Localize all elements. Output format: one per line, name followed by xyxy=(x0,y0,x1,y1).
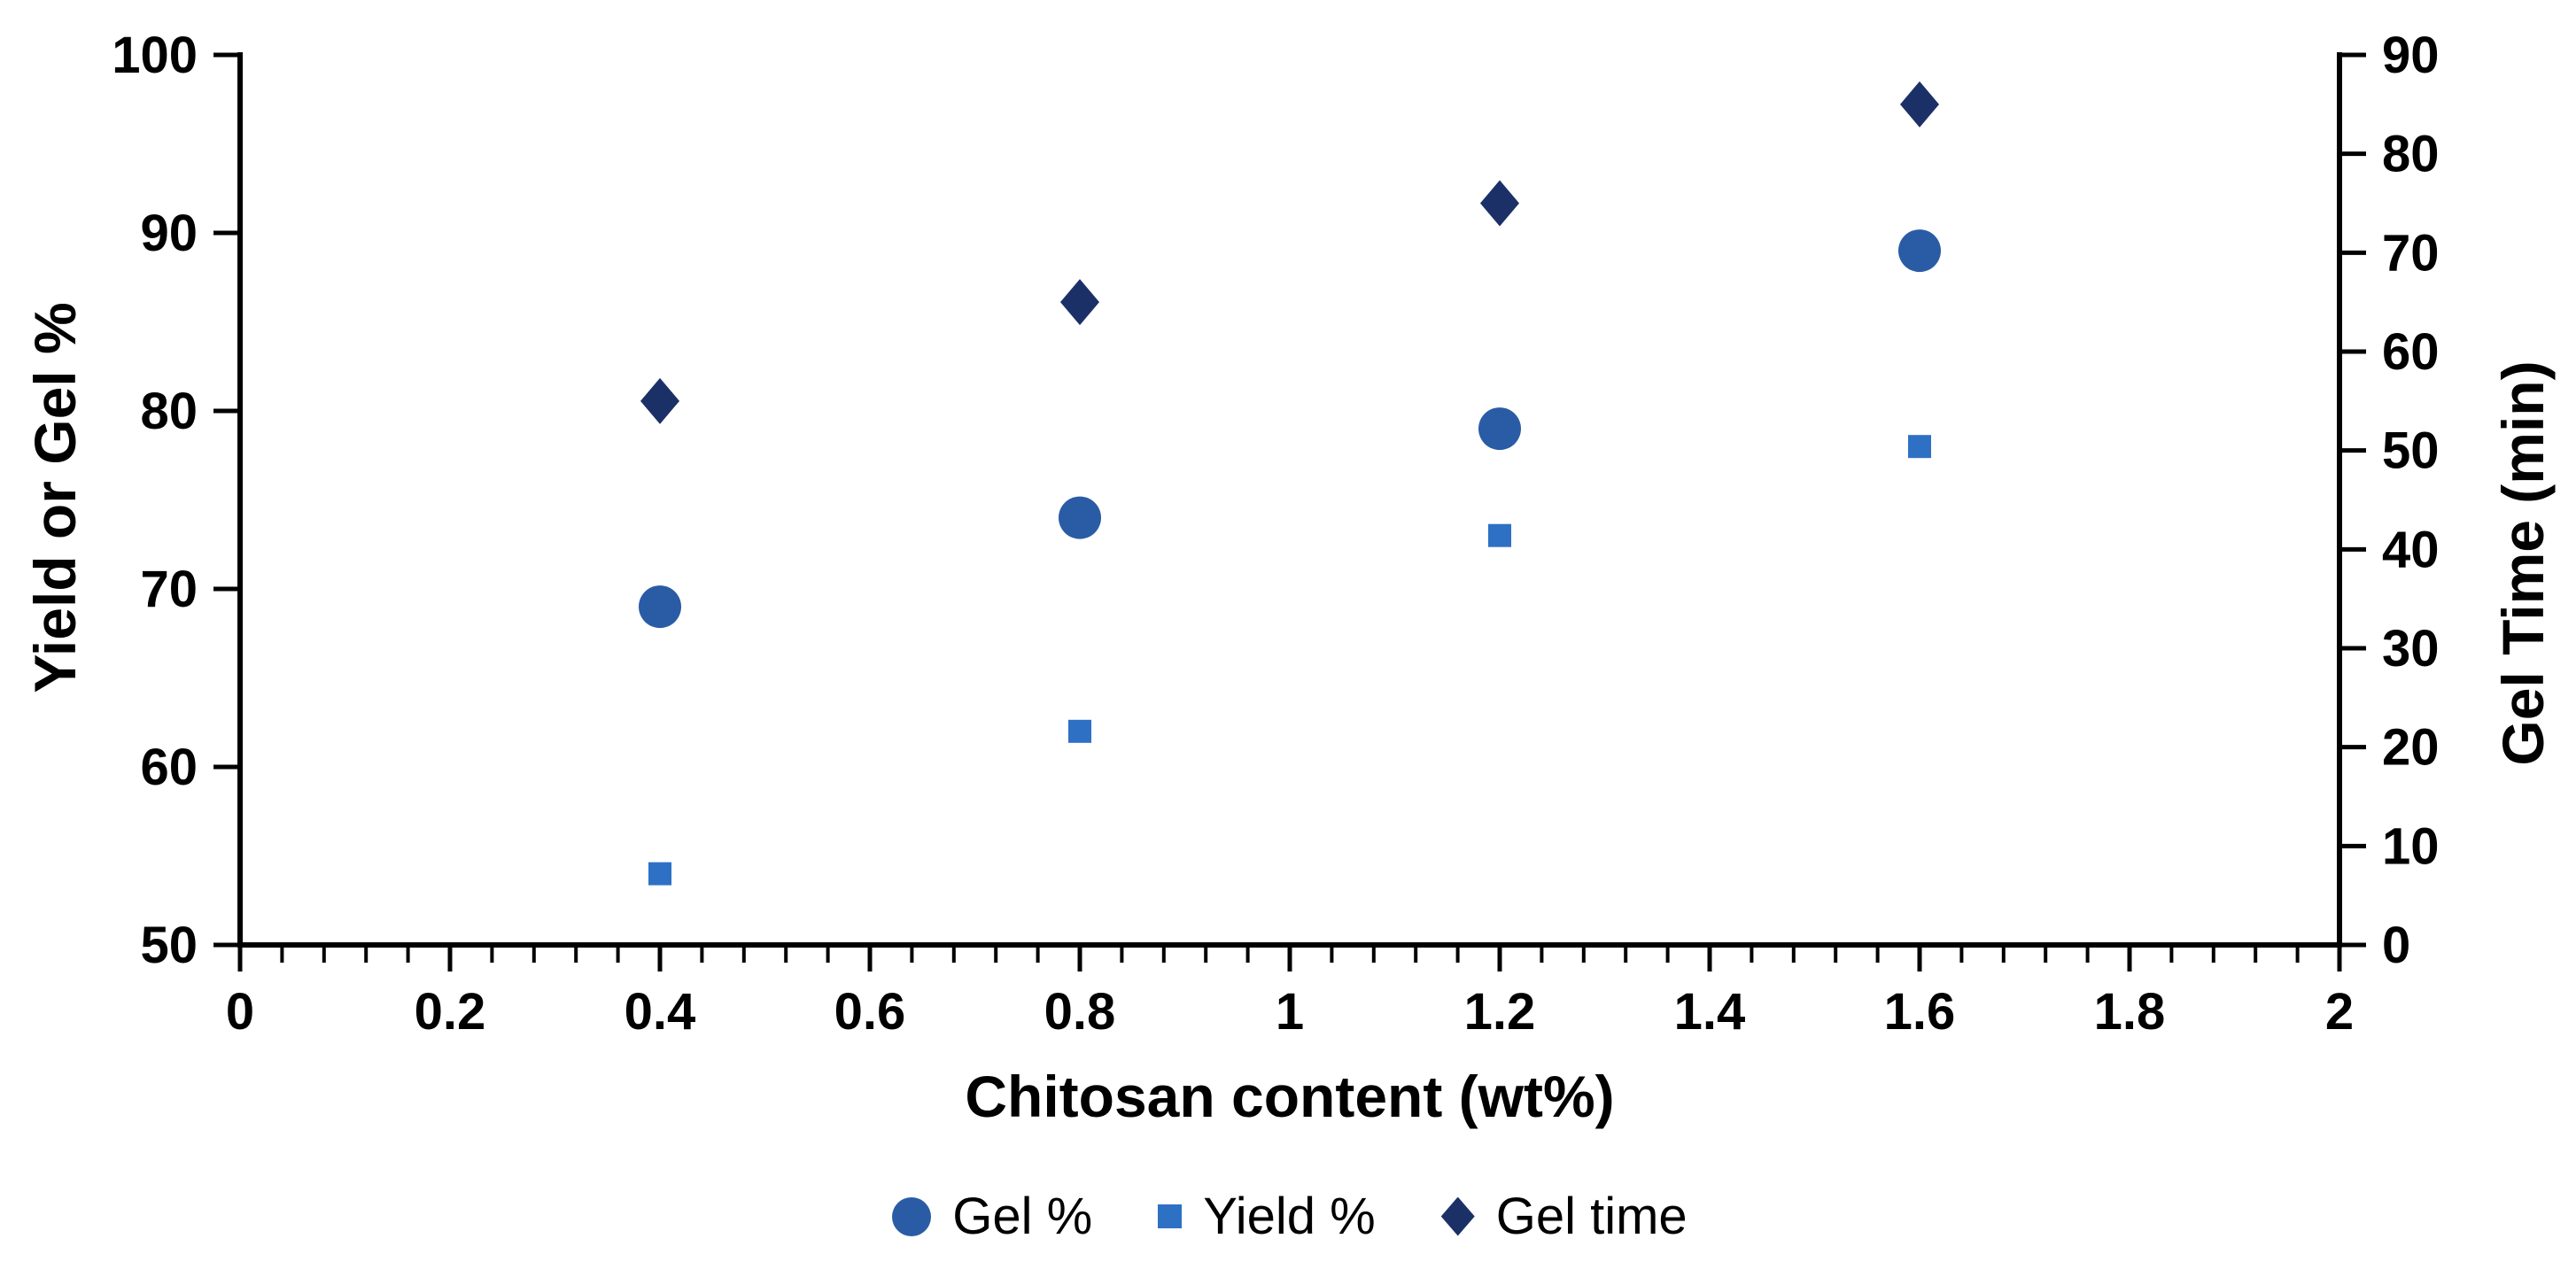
y-right-tick-label: 90 xyxy=(2382,27,2440,84)
gel-time-diamond-marker-icon xyxy=(1440,1196,1475,1236)
x-tick-label: 1.4 xyxy=(1674,983,1746,1041)
data-point-gel-time-1.2 xyxy=(1480,180,1519,227)
y-right-tick-label: 60 xyxy=(2382,323,2440,381)
legend-label-gel-pct: Gel % xyxy=(952,1188,1093,1245)
y-left-axis-title: Yield or Gel % xyxy=(22,302,88,693)
legend-item-gel-time: Gel time xyxy=(1440,1187,1688,1246)
data-point-gel--1.6 xyxy=(1898,229,1941,273)
y-right-tick-label: 40 xyxy=(2382,521,2440,578)
yield-pct-square-marker-icon xyxy=(1158,1204,1183,1228)
y-left-tick-label: 80 xyxy=(140,383,198,440)
y-right-tick-label: 50 xyxy=(2382,422,2440,480)
y-left-tick-label: 90 xyxy=(140,205,198,262)
data-point-gel-time-1.6 xyxy=(1900,81,1939,128)
data-point-gel--0.4 xyxy=(639,585,681,629)
legend-item-yield-pct: Yield % xyxy=(1158,1187,1376,1246)
x-tick-label: 2 xyxy=(2325,983,2354,1041)
y-right-tick-label: 10 xyxy=(2382,817,2440,875)
y-right-tick-label: 30 xyxy=(2382,620,2440,677)
data-point-yield--1.2 xyxy=(1488,523,1511,547)
x-axis-title: Chitosan content (wt%) xyxy=(965,1064,1615,1129)
data-point-gel--1.2 xyxy=(1478,407,1521,451)
data-point-gel-time-0.8 xyxy=(1060,279,1099,326)
legend-label-gel-time: Gel time xyxy=(1495,1188,1688,1245)
x-tick-label: 0.4 xyxy=(625,983,696,1041)
x-tick-label: 1 xyxy=(1276,983,1304,1041)
data-point-gel-time-0.4 xyxy=(640,377,679,424)
x-tick-label: 1.6 xyxy=(1884,983,1956,1041)
data-point-gel--0.8 xyxy=(1059,496,1101,539)
x-tick-label: 0.2 xyxy=(415,983,486,1041)
data-point-yield--0.8 xyxy=(1068,719,1091,743)
data-point-yield--0.4 xyxy=(648,862,671,886)
legend-label-yield-pct: Yield % xyxy=(1203,1188,1376,1245)
x-tick-label: 0 xyxy=(226,983,254,1041)
y-right-tick-label: 80 xyxy=(2382,126,2440,183)
legend-item-gel-pct: Gel % xyxy=(892,1187,1092,1246)
y-left-tick-label: 50 xyxy=(140,917,198,974)
y-right-tick-label: 0 xyxy=(2382,917,2410,974)
x-tick-label: 0.6 xyxy=(834,983,906,1041)
y-left-tick-label: 70 xyxy=(140,561,198,618)
y-left-tick-label: 100 xyxy=(112,27,198,84)
y-right-tick-label: 70 xyxy=(2382,224,2440,282)
y-right-axis-title: Gel Time (min) xyxy=(2490,360,2556,766)
x-tick-label: 1.2 xyxy=(1464,983,1536,1041)
x-tick-label: 0.8 xyxy=(1044,983,1116,1041)
gel-pct-circle-marker-icon xyxy=(892,1196,932,1236)
x-tick-label: 1.8 xyxy=(2094,983,2166,1041)
y-right-tick-label: 20 xyxy=(2382,719,2440,777)
legend: Gel % Yield % Gel time xyxy=(240,1187,2339,1246)
y-left-tick-label: 60 xyxy=(140,739,198,796)
data-point-yield--1.6 xyxy=(1908,435,1931,459)
